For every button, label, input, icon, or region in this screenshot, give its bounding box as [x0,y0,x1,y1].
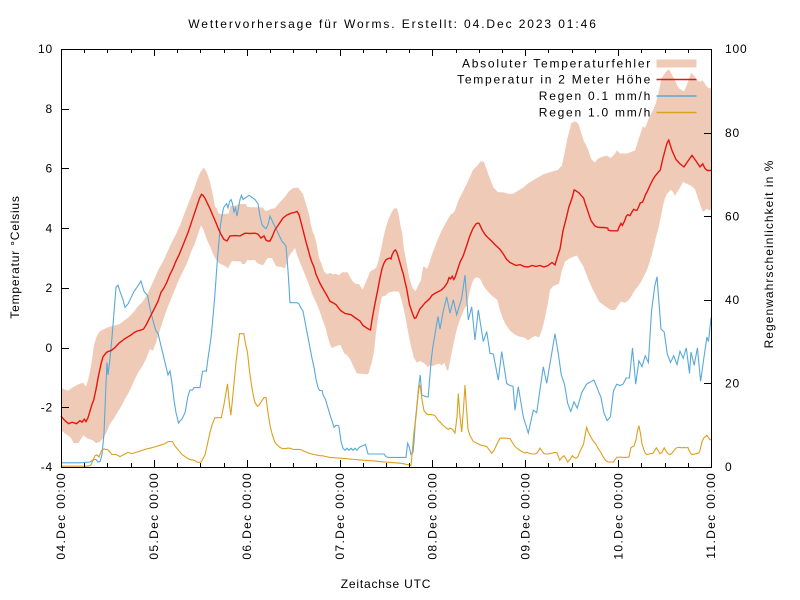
svg-text:Wettervorhersage für Worms. Er: Wettervorhersage für Worms. Erstellt: 04… [188,17,598,31]
svg-text:Regenwahrscheinlichkeit in %: Regenwahrscheinlichkeit in % [762,160,776,349]
svg-text:10.Dec 00:00: 10.Dec 00:00 [611,472,625,560]
svg-text:07.Dec 00:00: 07.Dec 00:00 [333,472,347,560]
svg-text:09.Dec 00:00: 09.Dec 00:00 [519,472,533,560]
svg-text:40: 40 [725,293,740,307]
svg-text:Temperatur in 2 Meter Höhe: Temperatur in 2 Meter Höhe [457,73,652,87]
svg-text:04.Dec 00:00: 04.Dec 00:00 [54,472,68,560]
svg-text:05.Dec 00:00: 05.Dec 00:00 [147,472,161,560]
svg-text:-2: -2 [41,401,53,415]
svg-text:-4: -4 [41,460,53,474]
svg-text:08.Dec 00:00: 08.Dec 00:00 [426,472,440,560]
svg-text:4: 4 [46,221,53,235]
svg-text:80: 80 [725,126,740,140]
svg-text:6: 6 [46,162,53,176]
svg-text:0: 0 [725,460,732,474]
svg-text:8: 8 [46,102,53,116]
svg-text:20: 20 [725,377,740,391]
svg-text:Regen 0.1 mm/h: Regen 0.1 mm/h [539,89,652,103]
svg-text:2: 2 [46,281,53,295]
svg-text:10: 10 [38,42,53,56]
svg-text:0: 0 [46,341,53,355]
svg-text:11.Dec 00:00: 11.Dec 00:00 [704,472,718,559]
svg-text:100: 100 [725,42,747,56]
svg-text:Absoluter Temperaturfehler: Absoluter Temperaturfehler [462,57,652,71]
svg-text:Regen 1.0 mm/h: Regen 1.0 mm/h [539,106,652,120]
svg-text:Temperatur °Celsius: Temperatur °Celsius [8,195,22,318]
svg-text:Zeitachse UTC: Zeitachse UTC [341,577,431,591]
svg-text:60: 60 [725,209,740,223]
svg-text:06.Dec 00:00: 06.Dec 00:00 [240,472,254,560]
